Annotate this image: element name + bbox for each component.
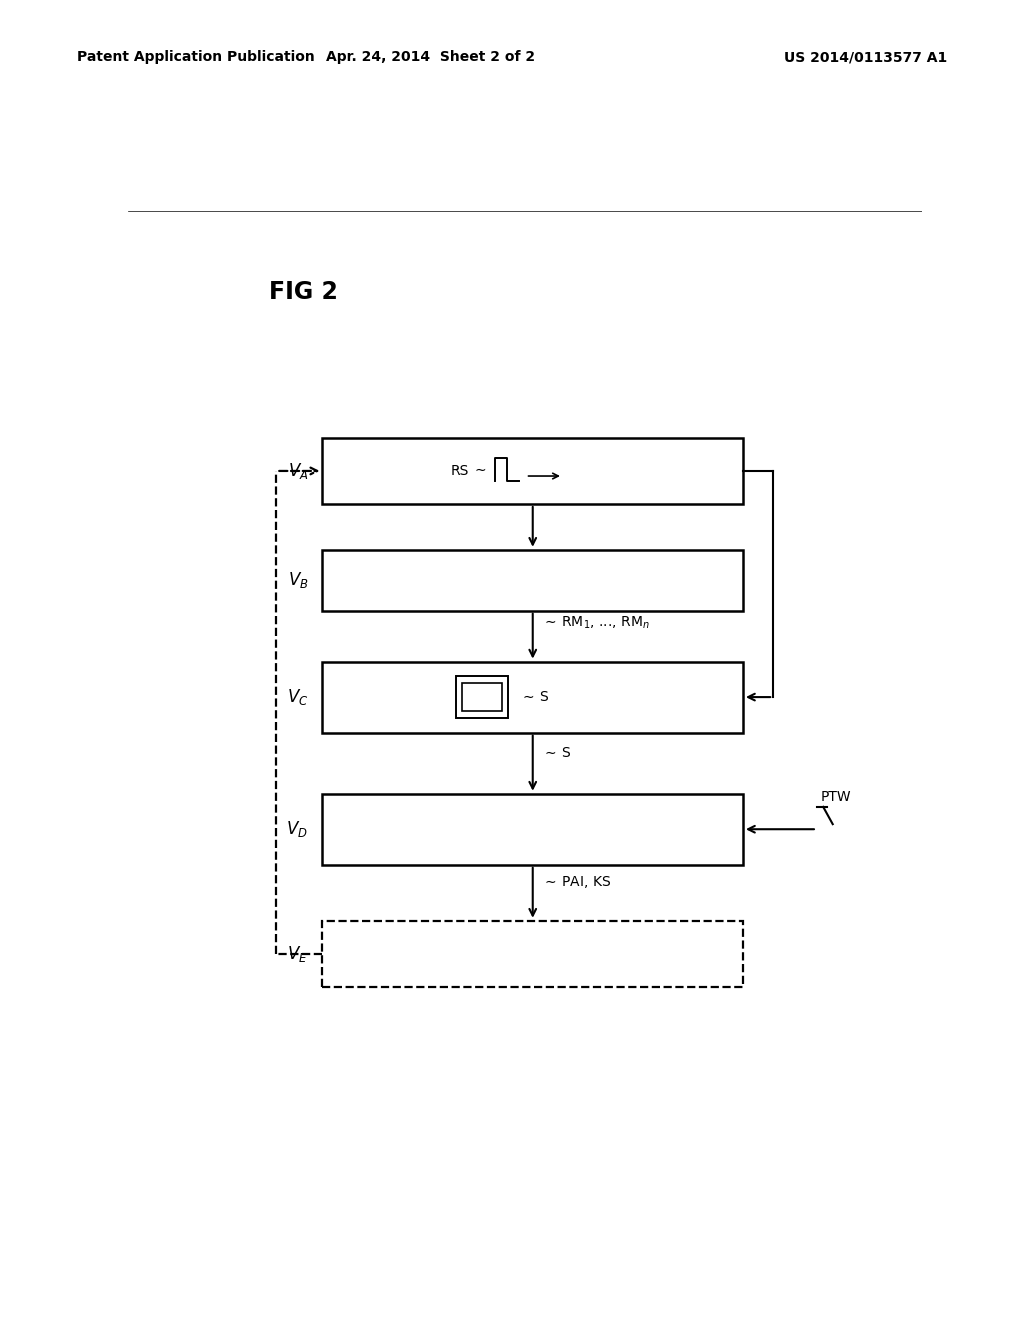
Text: $\sim\,$S: $\sim\,$S bbox=[543, 746, 571, 760]
Bar bbox=[462, 682, 503, 711]
Text: Apr. 24, 2014  Sheet 2 of 2: Apr. 24, 2014 Sheet 2 of 2 bbox=[326, 50, 535, 65]
Bar bbox=[323, 438, 743, 504]
Text: $V_{D}$: $V_{D}$ bbox=[287, 820, 308, 840]
Bar bbox=[323, 793, 743, 865]
Text: $\sim\,$RM$_1$, ..., RM$_n$: $\sim\,$RM$_1$, ..., RM$_n$ bbox=[543, 615, 650, 631]
Bar bbox=[323, 921, 743, 987]
Text: PTW: PTW bbox=[821, 789, 851, 804]
Text: $\sim\,$S: $\sim\,$S bbox=[520, 690, 549, 704]
Text: $\sim\,$PAI, KS: $\sim\,$PAI, KS bbox=[543, 874, 611, 890]
Text: RS: RS bbox=[451, 463, 469, 478]
Bar bbox=[457, 676, 508, 718]
Text: $V_{C}$: $V_{C}$ bbox=[287, 688, 308, 708]
Text: $V_{B}$: $V_{B}$ bbox=[288, 570, 308, 590]
Text: FIG 2: FIG 2 bbox=[269, 280, 338, 305]
Text: $V_{A}$: $V_{A}$ bbox=[288, 461, 308, 480]
Bar bbox=[323, 549, 743, 611]
Text: US 2014/0113577 A1: US 2014/0113577 A1 bbox=[784, 50, 947, 65]
Text: Patent Application Publication: Patent Application Publication bbox=[77, 50, 314, 65]
Text: $V_{E}$: $V_{E}$ bbox=[288, 944, 308, 964]
Bar bbox=[323, 661, 743, 733]
Text: $\sim$: $\sim$ bbox=[472, 462, 486, 477]
